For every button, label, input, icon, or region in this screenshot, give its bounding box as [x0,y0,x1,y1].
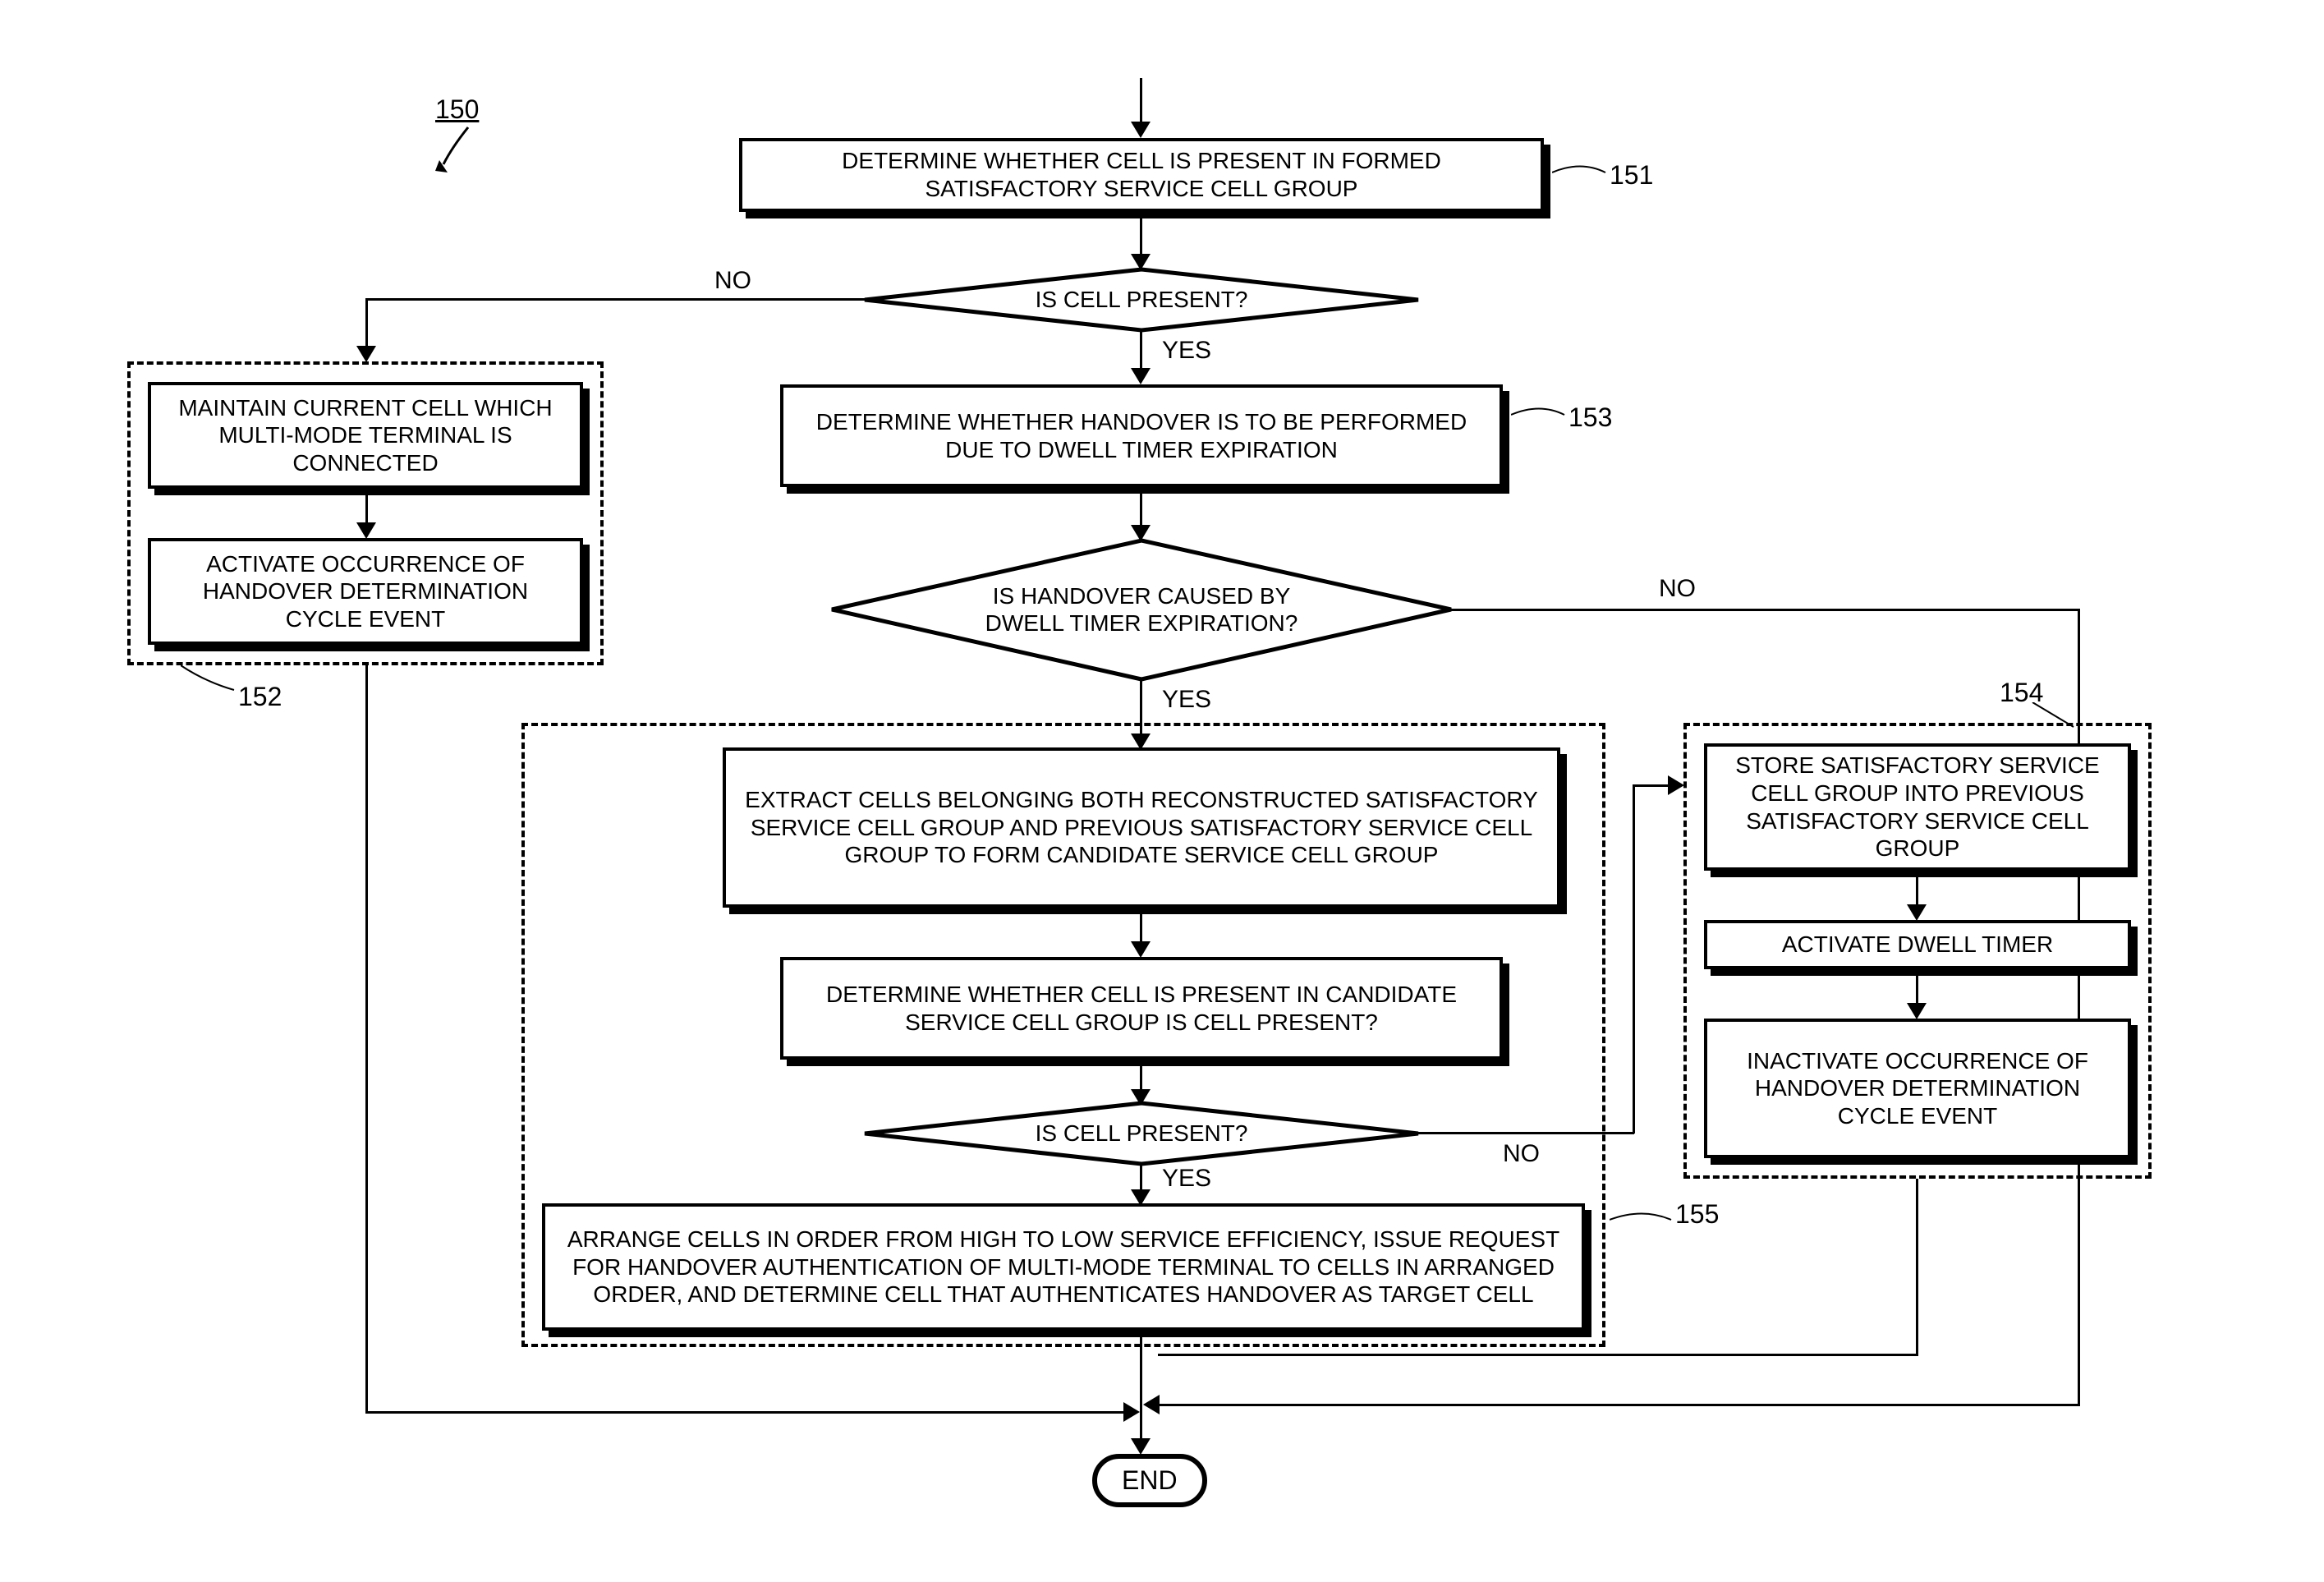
entry-line [1140,78,1142,123]
line-153-d2 [1140,494,1142,527]
ref-151: 151 [1610,160,1653,191]
line-151-d1 [1140,218,1142,255]
arrow-d3-no [1668,775,1684,795]
line-d1-yes [1140,330,1142,370]
box-152a: MAINTAIN CURRENT CELL WHICH MULTI-MODE T… [148,382,583,489]
label-d2-yes: YES [1162,686,1211,714]
line-154-down [1916,1179,1918,1355]
line-d1-no-v [365,298,368,347]
diamond-cell-present-1: IS CELL PRESENT? [862,267,1421,333]
line-d2-no-h [1451,609,2079,611]
line-155ab [1140,914,1142,943]
ref-153-curve [1511,402,1568,427]
arrow-154bc [1907,1003,1927,1019]
box-151: DETERMINE WHETHER CELL IS PRESENT IN FOR… [739,138,1544,212]
diamond-handover-dwell: IS HANDOVER CAUSED BY DWELL TIMER EXPIRA… [829,538,1454,682]
line-154ab [1916,877,1918,906]
entry-arrowhead [1131,122,1151,138]
diamond-2-text: IS HANDOVER CAUSED BY DWELL TIMER EXPIRA… [957,583,1326,636]
arrow-155ab [1131,941,1151,958]
ref-152: 152 [238,682,282,712]
line-152-down [365,665,368,1413]
arrow-to-end [1131,1438,1151,1455]
ref-155-curve [1610,1207,1675,1232]
box-152b: ACTIVATE OCCURRENCE OF HANDOVER DETERMIN… [148,538,583,645]
line-154bc [1916,976,1918,1005]
box-153: DETERMINE WHETHER HANDOVER IS TO BE PERF… [780,384,1503,487]
line-d3-no-v [1633,784,1635,1134]
box-154a: STORE SATISFACTORY SERVICE CELL GROUP IN… [1704,743,2131,871]
diamond-cell-present-3: IS CELL PRESENT? [862,1101,1421,1166]
label-d3-no: NO [1503,1140,1540,1168]
box-155a: EXTRACT CELLS BELONGING BOTH RECONSTRUCT… [723,747,1560,908]
box-155c: ARRANGE CELLS IN ORDER FROM HIGH TO LOW … [542,1203,1585,1331]
line-154-to-end [1158,1354,1918,1356]
ref-153: 153 [1568,402,1612,433]
ref-154-curve [2028,702,2078,731]
line-d3-yes [1140,1164,1142,1191]
arrow-152ab [356,522,376,539]
label-d2-no: NO [1659,575,1696,603]
arrow-152-to-end [1123,1402,1140,1422]
box-154c: INACTIVATE OCCURRENCE OF HANDOVER DETERM… [1704,1019,2131,1158]
line-155c-end [1140,1337,1142,1440]
label-d3-yes: YES [1162,1165,1211,1193]
diamond-1-text: IS CELL PRESENT? [1036,287,1248,313]
end-terminal: END [1092,1454,1207,1507]
diamond-3-text: IS CELL PRESENT? [1036,1120,1248,1147]
arrow-d1-yes [1131,368,1151,384]
box-155b: DETERMINE WHETHER CELL IS PRESENT IN CAN… [780,957,1503,1060]
line-d1-no-h [365,298,865,301]
ref-155: 155 [1675,1199,1719,1230]
line-d3-no-h [1418,1132,1634,1134]
line-152ab [365,495,368,524]
line-155b-d3 [1140,1066,1142,1091]
box-154b: ACTIVATE DWELL TIMER [1704,920,2131,969]
figure-ref: 150 [435,94,479,125]
line-152-to-end [365,1411,1125,1414]
label-d1-yes: YES [1162,337,1211,365]
arrow-d2-no-to-end [1143,1395,1160,1414]
arrow-154ab [1907,904,1927,921]
line-d2-no-to-end [1158,1404,2080,1406]
line-d3-no-h2 [1633,784,1670,787]
ref-151-curve [1552,160,1610,185]
arrow-d1-no [356,346,376,362]
label-d1-no: NO [714,267,751,295]
figure-ref-arrow [435,123,501,181]
ref-152-curve [181,661,238,694]
